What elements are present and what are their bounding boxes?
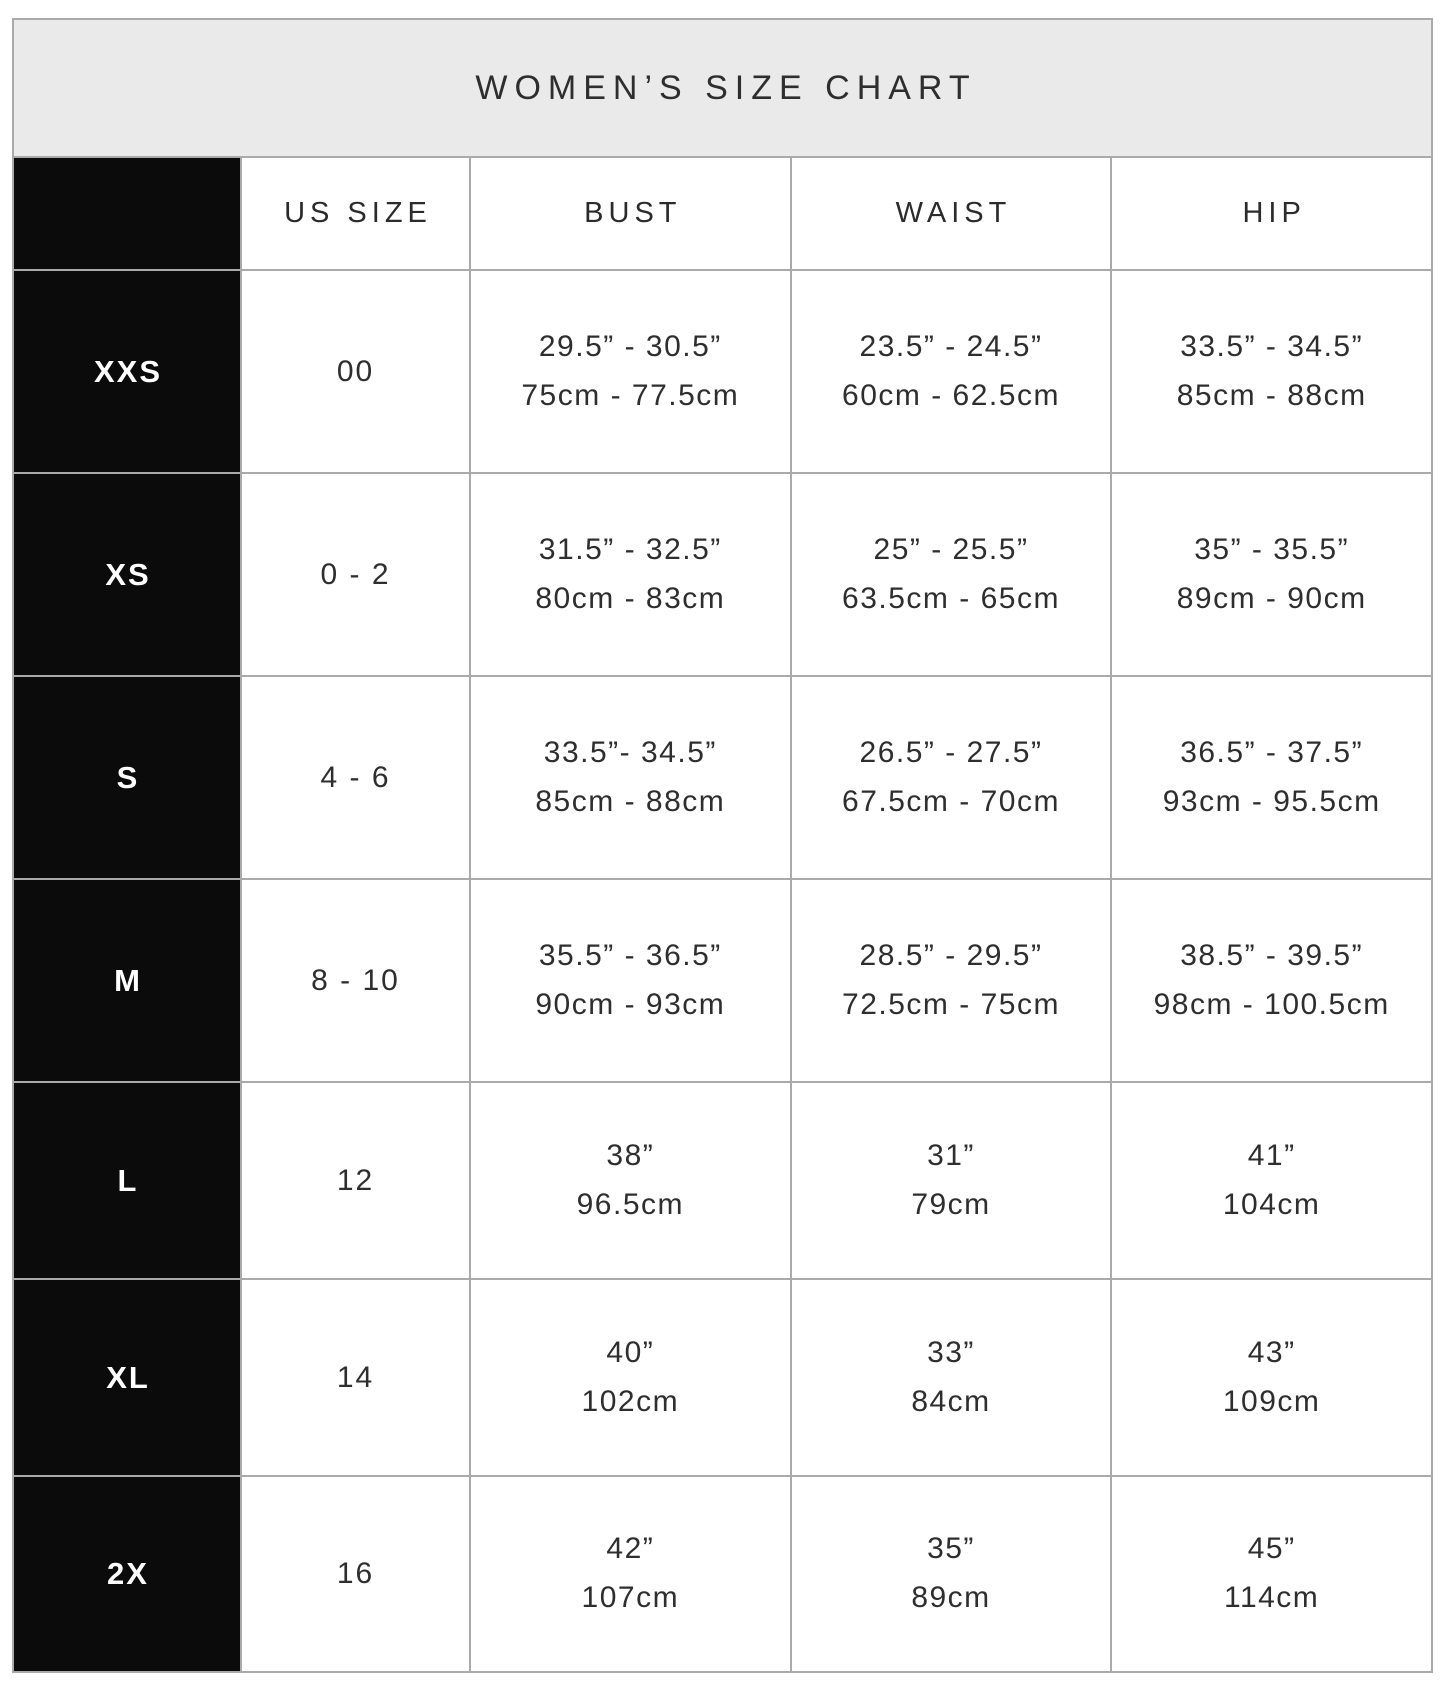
waist-cm: 72.5cm - 75cm <box>842 987 1060 1021</box>
hip-cm: 109cm <box>1222 1384 1321 1418</box>
size-label-text: XS <box>105 556 151 592</box>
us-size-cell: 00 <box>242 271 469 472</box>
size-label-xl: XL <box>14 1280 240 1475</box>
waist-cell: 35” 89cm <box>791 1477 1111 1671</box>
bust-cell: 38” 96.5cm <box>471 1083 790 1278</box>
waist-cm: 89cm <box>911 1581 991 1614</box>
waist-inches: 33” <box>927 1335 975 1369</box>
bust-cm: 85cm - 88cm <box>535 784 726 818</box>
waist-inches: 28.5” - 29.5” <box>859 938 1043 972</box>
waist-inches: 26.5” - 27.5” <box>859 735 1043 769</box>
bust-inches: 29.5” - 30.5” <box>538 329 722 363</box>
column-header-us-size: US SIZE <box>242 158 469 269</box>
bust-cell: 29.5” - 30.5” 75cm - 77.5cm <box>471 271 790 472</box>
bust-cell: 35.5” - 36.5” 90cm - 93cm <box>471 880 790 1081</box>
bust-cm: 96.5cm <box>576 1187 685 1221</box>
bust-cell: 40” 102cm <box>471 1280 790 1475</box>
size-label-text: L <box>117 1162 139 1198</box>
hip-inches: 38.5” - 39.5” <box>1180 938 1364 972</box>
waist-cell: 31” 79cm <box>791 1083 1111 1278</box>
bust-cell: 31.5” - 32.5” 80cm - 83cm <box>471 474 790 675</box>
waist-cell: 33” 84cm <box>791 1280 1111 1475</box>
us-size-cell: 16 <box>242 1477 469 1671</box>
waist-cm: 63.5cm - 65cm <box>842 581 1060 615</box>
hip-inches: 36.5” - 37.5” <box>1180 735 1364 769</box>
hip-cell: 43” 109cm <box>1112 1280 1431 1475</box>
waist-cm: 60cm - 62.5cm <box>842 378 1060 412</box>
bust-inches: 35.5” - 36.5” <box>538 938 722 972</box>
hip-cell: 36.5” - 37.5” 93cm - 95.5cm <box>1112 677 1431 878</box>
bust-cell: 33.5”- 34.5” 85cm - 88cm <box>471 677 790 878</box>
size-label-2x: 2X <box>14 1477 240 1671</box>
us-size-cell: 4 - 6 <box>242 677 469 878</box>
bust-cm: 80cm - 83cm <box>535 581 726 615</box>
header-corner-cell <box>14 158 240 269</box>
bust-inches: 33.5”- 34.5” <box>543 735 717 769</box>
hip-cm: 98cm - 100.5cm <box>1153 987 1390 1021</box>
chart-title: WOMEN’S SIZE CHART <box>14 20 1431 158</box>
hip-cm: 93cm - 95.5cm <box>1162 784 1381 818</box>
hip-cm: 114cm <box>1223 1581 1320 1614</box>
womens-size-chart-table: WOMEN’S SIZE CHART US SIZE BUST WAIST HI… <box>12 18 1433 1673</box>
hip-cm: 104cm <box>1222 1187 1321 1221</box>
bust-inches: 31.5” - 32.5” <box>538 532 722 566</box>
waist-cm: 84cm <box>911 1384 991 1418</box>
hip-inches: 45” <box>1247 1532 1296 1566</box>
hip-inches: 43” <box>1247 1335 1296 1369</box>
bust-inches: 42” <box>606 1532 655 1566</box>
size-label-xs: XS <box>14 474 240 675</box>
size-label-xxs: XXS <box>14 271 240 472</box>
waist-inches: 35” <box>927 1532 975 1566</box>
bust-cm: 107cm <box>581 1581 680 1614</box>
waist-inches: 31” <box>927 1138 975 1172</box>
hip-cell: 35” - 35.5” 89cm - 90cm <box>1112 474 1431 675</box>
bust-cm: 102cm <box>581 1384 680 1418</box>
waist-cell: 28.5” - 29.5” 72.5cm - 75cm <box>791 880 1111 1081</box>
size-label-text: XL <box>106 1359 150 1395</box>
waist-cm: 79cm <box>911 1187 991 1221</box>
us-size-cell: 8 - 10 <box>242 880 469 1081</box>
column-header-hip: HIP <box>1112 158 1431 269</box>
waist-cell: 26.5” - 27.5” 67.5cm - 70cm <box>791 677 1111 878</box>
waist-cell: 23.5” - 24.5” 60cm - 62.5cm <box>791 271 1111 472</box>
size-label-text: 2X <box>107 1556 149 1591</box>
waist-cell: 25” - 25.5” 63.5cm - 65cm <box>791 474 1111 675</box>
bust-inches: 40” <box>606 1335 655 1369</box>
column-header-waist: WAIST <box>791 158 1111 269</box>
hip-inches: 41” <box>1247 1138 1296 1172</box>
bust-cm: 75cm - 77.5cm <box>521 378 740 412</box>
size-label-s: S <box>14 677 240 878</box>
size-label-text: XXS <box>93 353 163 389</box>
hip-cell: 45” 114cm <box>1112 1477 1431 1671</box>
hip-inches: 35” - 35.5” <box>1194 532 1350 566</box>
size-label-m: M <box>14 880 240 1081</box>
size-label-text: S <box>116 759 140 795</box>
bust-cell: 42” 107cm <box>471 1477 790 1671</box>
us-size-cell: 12 <box>242 1083 469 1278</box>
hip-cell: 33.5” - 34.5” 85cm - 88cm <box>1112 271 1431 472</box>
hip-cm: 89cm - 90cm <box>1176 581 1367 615</box>
size-grid: US SIZE BUST WAIST HIP XXS 00 29.5” - 30… <box>14 158 1431 1671</box>
column-header-bust: BUST <box>471 158 790 269</box>
hip-inches: 33.5” - 34.5” <box>1180 329 1364 363</box>
waist-inches: 25” - 25.5” <box>873 532 1029 566</box>
hip-cell: 38.5” - 39.5” 98cm - 100.5cm <box>1112 880 1431 1081</box>
waist-cm: 67.5cm - 70cm <box>842 784 1060 818</box>
bust-inches: 38” <box>606 1138 655 1172</box>
hip-cell: 41” 104cm <box>1112 1083 1431 1278</box>
size-label-text: M <box>114 962 142 998</box>
bust-cm: 90cm - 93cm <box>535 987 726 1021</box>
size-label-l: L <box>14 1083 240 1278</box>
hip-cm: 85cm - 88cm <box>1176 378 1367 412</box>
us-size-cell: 14 <box>242 1280 469 1475</box>
us-size-cell: 0 - 2 <box>242 474 469 675</box>
waist-inches: 23.5” - 24.5” <box>859 329 1043 363</box>
